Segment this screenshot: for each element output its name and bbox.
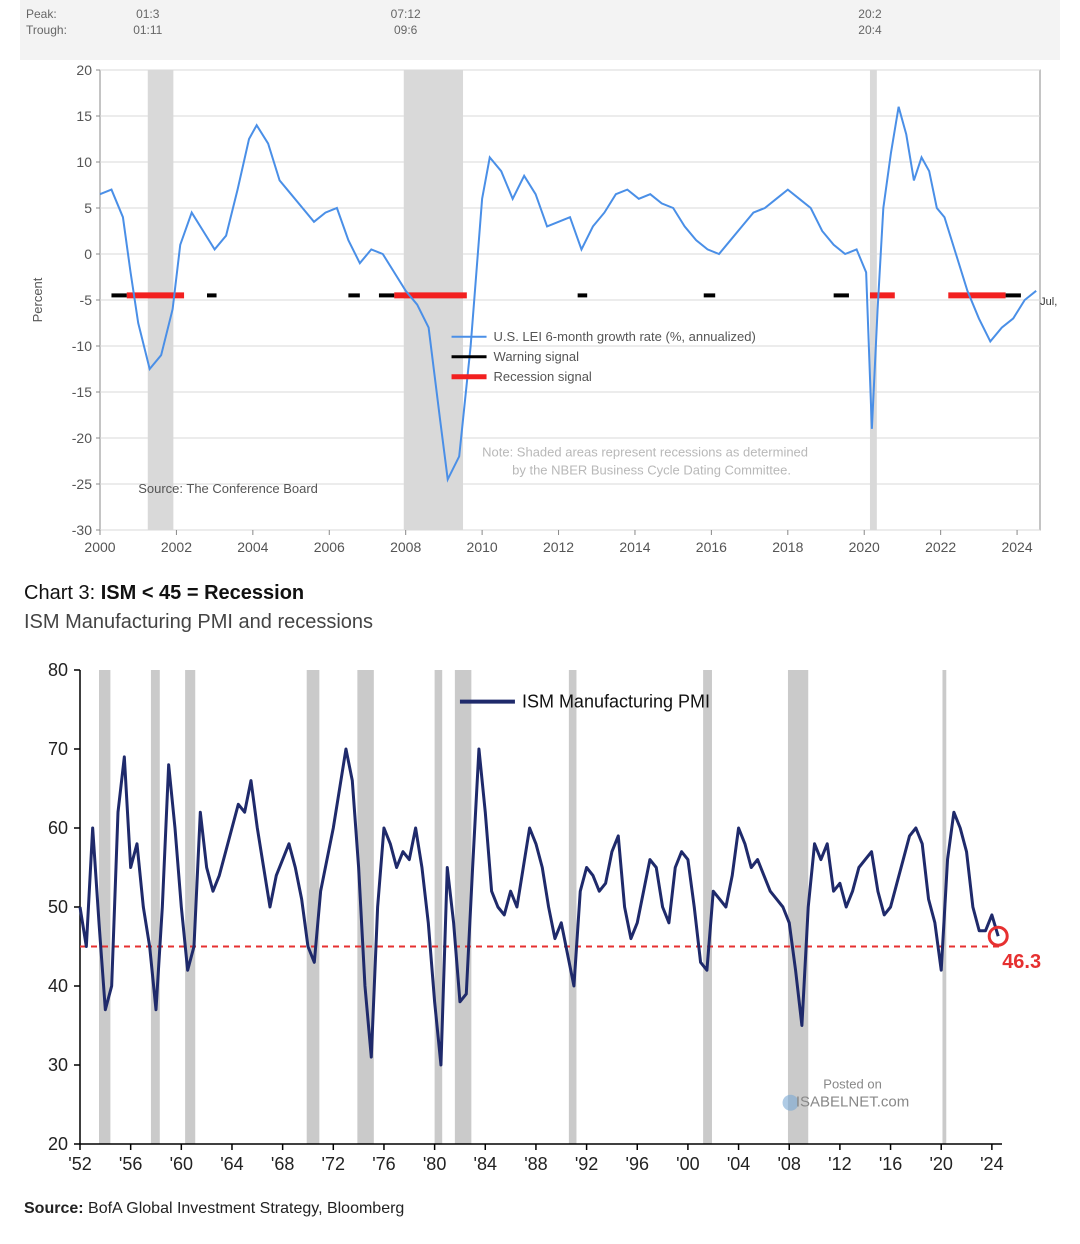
svg-text:Recession signal: Recession signal (494, 369, 592, 384)
chart2-title-prefix: Chart 3: (24, 582, 101, 604)
svg-text:Note: Shaded areas represent r: Note: Shaded areas represent recessions … (482, 444, 808, 459)
svg-text:-5: -5 (80, 292, 93, 308)
svg-text:2006: 2006 (314, 539, 345, 555)
svg-text:-30: -30 (72, 522, 92, 538)
svg-text:Peak:: Peak: (26, 7, 57, 21)
chart2-source-text: BofA Global Investment Strategy, Bloombe… (88, 1200, 404, 1217)
svg-text:60: 60 (48, 818, 68, 838)
svg-text:'20: '20 (929, 1154, 952, 1174)
svg-text:'76: '76 (372, 1154, 395, 1174)
svg-text:20:4: 20:4 (858, 23, 882, 37)
svg-text:2024: 2024 (1001, 539, 1032, 555)
svg-text:'84: '84 (474, 1154, 497, 1174)
svg-text:10: 10 (76, 154, 92, 170)
svg-text:-15: -15 (72, 384, 92, 400)
svg-text:'60: '60 (170, 1154, 193, 1174)
svg-text:'52: '52 (68, 1154, 91, 1174)
svg-text:'88: '88 (524, 1154, 547, 1174)
svg-text:by the NBER Business Cycle Dat: by the NBER Business Cycle Dating Commit… (512, 462, 791, 477)
svg-text:-25: -25 (72, 476, 92, 492)
svg-text:-20: -20 (72, 430, 92, 446)
svg-text:ISABELNET.com: ISABELNET.com (796, 1094, 909, 1111)
svg-text:'64: '64 (220, 1154, 243, 1174)
svg-text:'92: '92 (575, 1154, 598, 1174)
svg-text:2018: 2018 (772, 539, 803, 555)
svg-text:20: 20 (76, 62, 92, 78)
svg-text:2016: 2016 (696, 539, 727, 555)
chart2-source-prefix: Source: (24, 1200, 88, 1217)
svg-text:Percent: Percent (30, 277, 45, 322)
svg-text:5: 5 (84, 200, 92, 216)
svg-text:'56: '56 (119, 1154, 142, 1174)
svg-text:15: 15 (76, 108, 92, 124)
svg-text:70: 70 (48, 739, 68, 759)
svg-text:'16: '16 (879, 1154, 902, 1174)
svg-text:2020: 2020 (849, 539, 880, 555)
svg-text:20: 20 (48, 1134, 68, 1154)
svg-text:2008: 2008 (390, 539, 421, 555)
svg-text:'96: '96 (626, 1154, 649, 1174)
svg-text:'00: '00 (676, 1154, 699, 1174)
chart1-svg: Peak: Trough: 01:3 01:11 07:12 09:6 20:2 20:4 -3… (20, 0, 1060, 570)
svg-text:Jul, '24: Jul, '24 (1040, 296, 1060, 308)
svg-text:U.S. LEI 6-month growth rate (: U.S. LEI 6-month growth rate (%, annuali… (494, 329, 756, 344)
chart-lei: Peak: Trough: 01:3 01:11 07:12 09:6 20:2 20:4 -3… (20, 0, 1060, 570)
svg-text:50: 50 (48, 897, 68, 917)
svg-text:'12: '12 (828, 1154, 851, 1174)
svg-text:'72: '72 (322, 1154, 345, 1174)
svg-text:'08: '08 (777, 1154, 800, 1174)
svg-text:01:11: 01:11 (133, 23, 162, 37)
chart2-title: Chart 3: ISM < 45 = Recession (24, 582, 373, 605)
chart2-source: Source: BofA Global Investment Strategy,… (24, 1200, 404, 1218)
svg-text:2004: 2004 (237, 539, 268, 555)
svg-text:2000: 2000 (84, 539, 115, 555)
svg-text:07:12: 07:12 (391, 7, 421, 21)
svg-text:0: 0 (84, 246, 92, 262)
chart2-svg: 20 30 40 50 60 70 80 '52 '56 '60 '64 '68 '72 '76 '80 '8… (24, 660, 1060, 1180)
svg-text:30: 30 (48, 1055, 68, 1075)
svg-text:2010: 2010 (467, 539, 498, 555)
svg-text:20:2: 20:2 (858, 7, 882, 21)
chart2-subtitle: ISM Manufacturing PMI and recessions (24, 611, 373, 634)
svg-text:2012: 2012 (543, 539, 574, 555)
svg-text:Posted on: Posted on (823, 1077, 882, 1092)
svg-text:'68: '68 (271, 1154, 294, 1174)
svg-text:80: 80 (48, 660, 68, 680)
svg-text:09:6: 09:6 (394, 23, 418, 37)
chart-ism: 20 30 40 50 60 70 80 '52 '56 '60 '64 '68 '72 '76 '80 '8… (24, 660, 1060, 1180)
svg-text:'24: '24 (980, 1154, 1003, 1174)
svg-text:Source: The Conference Board: Source: The Conference Board (138, 481, 318, 496)
chart2-title-main: ISM < 45 = Recession (101, 582, 304, 604)
svg-text:2002: 2002 (161, 539, 192, 555)
chart2-header: Chart 3: ISM < 45 = Recession ISM Manufa… (24, 582, 373, 634)
svg-text:46.3: 46.3 (1002, 951, 1041, 973)
svg-text:2022: 2022 (925, 539, 956, 555)
svg-text:'04: '04 (727, 1154, 750, 1174)
svg-text:01:3: 01:3 (136, 7, 160, 21)
svg-text:40: 40 (48, 976, 68, 996)
svg-text:2014: 2014 (619, 539, 650, 555)
svg-text:Trough:: Trough: (26, 23, 67, 37)
svg-text:ISM Manufacturing PMI: ISM Manufacturing PMI (522, 692, 710, 712)
svg-text:-10: -10 (72, 338, 92, 354)
svg-text:'80: '80 (423, 1154, 446, 1174)
svg-text:Warning signal: Warning signal (494, 349, 580, 364)
page-root: Peak: Trough: 01:3 01:11 07:12 09:6 20:2 20:4 -3… (0, 0, 1080, 1244)
